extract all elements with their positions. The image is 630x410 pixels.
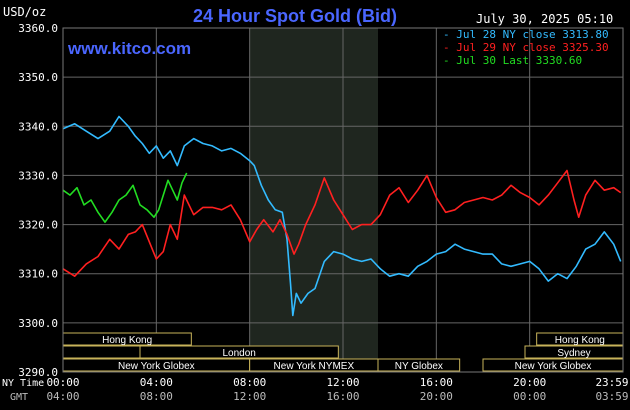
x-axis-row2-label: GMT — [10, 392, 28, 403]
session-band — [377, 358, 461, 372]
y-tick-label: 3290.0 — [18, 366, 58, 379]
session-band-label: Sydney — [557, 348, 590, 359]
session-band-label: NY Globex — [395, 361, 443, 372]
series-line — [62, 169, 622, 278]
session-band-label: New York Globex — [118, 361, 195, 372]
y-tick-label: 3330.0 — [18, 169, 58, 182]
session-band-label: London — [222, 348, 255, 359]
x-tick-label-ny: 00:00 — [46, 376, 79, 389]
x-tick-label-gmt: 20:00 — [420, 390, 453, 403]
chart-title: 24 Hour Spot Gold (Bid) — [193, 6, 397, 26]
series-line — [62, 115, 622, 317]
x-tick-label-ny: 20:00 — [513, 376, 546, 389]
x-tick-label-gmt: 16:00 — [326, 390, 359, 403]
x-tick-label-ny: 16:00 — [420, 376, 453, 389]
x-axis: 00:00 04:00 08:00 12:00 16:00 20:00 23:5904:00… — [46, 376, 628, 403]
x-tick-label-gmt: 03:59 — [595, 390, 628, 403]
session-band-label: Hong Kong — [555, 335, 605, 346]
session-band — [62, 345, 141, 359]
legend: - Jul 28 NY close 3313.80- Jul 29 NY clo… — [443, 28, 609, 67]
legend-item: - Jul 28 NY close 3313.80 — [443, 28, 609, 41]
session-band-label: New York Globex — [515, 361, 592, 372]
x-tick-label-gmt: 08:00 — [140, 390, 173, 403]
x-tick-label-ny: 12:00 — [326, 376, 359, 389]
y-tick-label: 3300.0 — [18, 317, 58, 330]
unit-label: USD/oz — [3, 5, 46, 19]
timestamp: July 30, 2025 05:10 — [476, 12, 613, 26]
x-tick-label-gmt: 12:00 — [233, 390, 266, 403]
series-lines — [62, 115, 622, 317]
shaded-period — [249, 28, 378, 372]
y-axis: 3290.0 3300.0 3310.0 3320.0 3330.0 3340.0 3350… — [18, 22, 58, 379]
session-band-label: Hong Kong — [102, 335, 152, 346]
y-tick-label: 3340.0 — [18, 120, 58, 133]
legend-item: - Jul 30 Last 3330.60 — [443, 54, 582, 67]
y-tick-label: 3320.0 — [18, 219, 58, 232]
x-tick-label-gmt: 00:00 — [513, 390, 546, 403]
session-band — [139, 345, 339, 359]
x-tick-label-ny: 08:00 — [233, 376, 266, 389]
y-tick-label: 3350.0 — [18, 71, 58, 84]
y-tick-label: 3310.0 — [18, 268, 58, 281]
plot-frame — [62, 27, 624, 373]
series-line — [62, 172, 188, 223]
legend-item: - Jul 29 NY close 3325.30 — [443, 41, 609, 54]
session-bands: Hong Kong Hong Kong London Sydney New York G… — [62, 332, 624, 372]
website-label: www.kitco.com — [67, 39, 191, 58]
x-tick-label-gmt: 04:00 — [46, 390, 79, 403]
y-tick-label: 3360.0 — [18, 22, 58, 35]
x-tick-label-ny: 04:00 — [140, 376, 173, 389]
x-axis-row1-label: NY Time — [2, 378, 44, 389]
x-tick-label-ny: 23:59 — [595, 376, 628, 389]
session-band-label: New York NYMEX — [274, 361, 355, 372]
